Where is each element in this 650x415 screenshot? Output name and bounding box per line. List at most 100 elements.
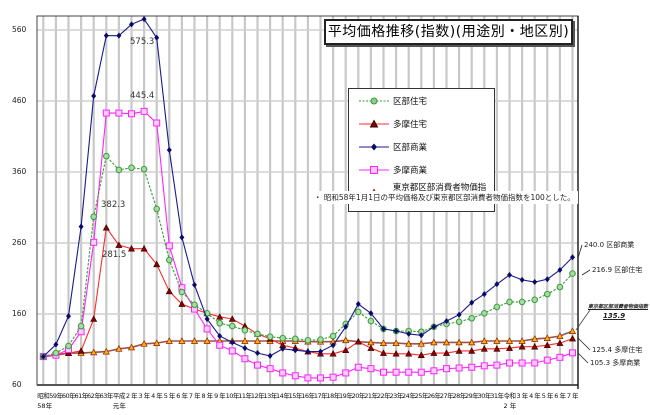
data-point (417, 368, 425, 376)
x-tick-label: 8 年 (201, 392, 213, 400)
legend-marker-triangle-icon (359, 119, 389, 128)
data-point (329, 373, 337, 381)
arrow-line (581, 269, 591, 276)
x-tick-sublabel: 元年 (112, 402, 126, 410)
data-point (342, 369, 350, 377)
end-value-label: 240.0 区部商業 (584, 241, 635, 249)
data-point (505, 337, 514, 344)
data-point (267, 352, 273, 359)
x-tick-label: 22年 (376, 392, 391, 400)
y-tick-label: 460 (12, 96, 27, 105)
data-point (115, 241, 123, 248)
data-point (115, 166, 123, 174)
data-point (544, 276, 550, 283)
data-point (317, 336, 324, 343)
x-tick-label: 30年 (477, 392, 492, 400)
data-point (518, 359, 526, 367)
chart-title: 平均価格推移(指数)(用途別・地区別) (324, 19, 573, 45)
data-point (291, 372, 299, 380)
data-point (329, 350, 337, 357)
data-point (203, 337, 211, 344)
x-tick-label: 4 年 (151, 392, 163, 400)
end-value-label: 105.3 多摩商業 (590, 359, 641, 367)
x-tick-label: 3 年 (138, 392, 150, 400)
data-point (304, 374, 312, 382)
data-point (568, 334, 577, 342)
x-tick-label: 13年 (263, 392, 277, 400)
x-tick-label: 12年 (250, 392, 265, 400)
x-tick-label: 20年 (351, 392, 366, 400)
data-point (141, 16, 147, 23)
y-tick-label: 360 (12, 167, 27, 176)
data-point (241, 327, 249, 334)
data-point (191, 301, 198, 309)
data-point (531, 359, 539, 367)
x-tick-label: 11年 (238, 392, 252, 400)
data-point (140, 165, 148, 173)
data-point (153, 260, 161, 268)
data-point (103, 32, 109, 39)
data-point (355, 301, 361, 308)
x-tick-label: 令和 (503, 392, 517, 400)
data-point (392, 339, 400, 346)
x-tick-label: 29年 (465, 392, 479, 400)
x-tick-label: 27年 (439, 392, 454, 400)
data-point (292, 347, 298, 354)
peak-value-label: 382.3 (101, 200, 126, 210)
x-tick-label: 4 年 (529, 392, 541, 400)
x-tick-label: 3 年 (516, 392, 528, 400)
data-point (392, 368, 400, 376)
legend-marker-square-icon (359, 166, 389, 174)
data-point (40, 353, 46, 360)
legend-marker-circle-icon (359, 97, 389, 105)
data-point (392, 350, 400, 357)
data-point (556, 283, 564, 291)
data-point (368, 310, 374, 317)
data-point (304, 336, 312, 344)
data-point (405, 350, 413, 357)
data-point (115, 345, 123, 352)
x-tick-label: 17年 (313, 392, 328, 400)
legend-item-ku-residential: 区部住宅 (359, 93, 427, 109)
data-point (166, 256, 173, 264)
data-point (77, 347, 85, 354)
data-point (229, 339, 235, 346)
data-point (127, 245, 136, 252)
chart-note: ・ 昭和58年1月1日の平均価格及び東京都区部消費者物価指数を100とした。 (311, 191, 578, 204)
data-point (102, 347, 110, 355)
data-point (165, 242, 173, 250)
data-point (90, 238, 98, 246)
y-tick-label: 60 (12, 380, 22, 389)
cpi-end-value: 135.9 (603, 312, 626, 320)
data-point (405, 368, 413, 376)
arrow-line (577, 337, 591, 351)
arrow-line (575, 309, 591, 331)
x-tick-label: 60年 (61, 392, 76, 400)
data-point (367, 344, 375, 351)
data-point (129, 21, 134, 28)
y-tick-label: 160 (12, 309, 27, 318)
end-value-label: 125.4 多摩住宅 (592, 346, 643, 354)
data-point (532, 279, 538, 286)
data-point (216, 341, 224, 349)
data-point (342, 346, 350, 354)
data-point (381, 325, 386, 332)
data-point (493, 303, 501, 311)
data-point (128, 110, 135, 118)
data-point (480, 345, 488, 352)
legend-item-tama-residential: 多摩住宅 (359, 116, 427, 132)
data-point (140, 107, 148, 115)
data-point (140, 245, 148, 252)
x-tick-label: 23年 (389, 392, 403, 400)
data-point (455, 347, 463, 354)
data-point (266, 333, 274, 341)
data-point (305, 348, 311, 355)
x-tick-label: 63年 (99, 392, 114, 400)
data-point (430, 349, 438, 356)
data-point (292, 335, 299, 343)
legend-item-tama-commercial: 多摩商業 (359, 162, 427, 178)
data-point (455, 364, 463, 372)
data-point (279, 369, 287, 377)
data-point (329, 332, 337, 340)
